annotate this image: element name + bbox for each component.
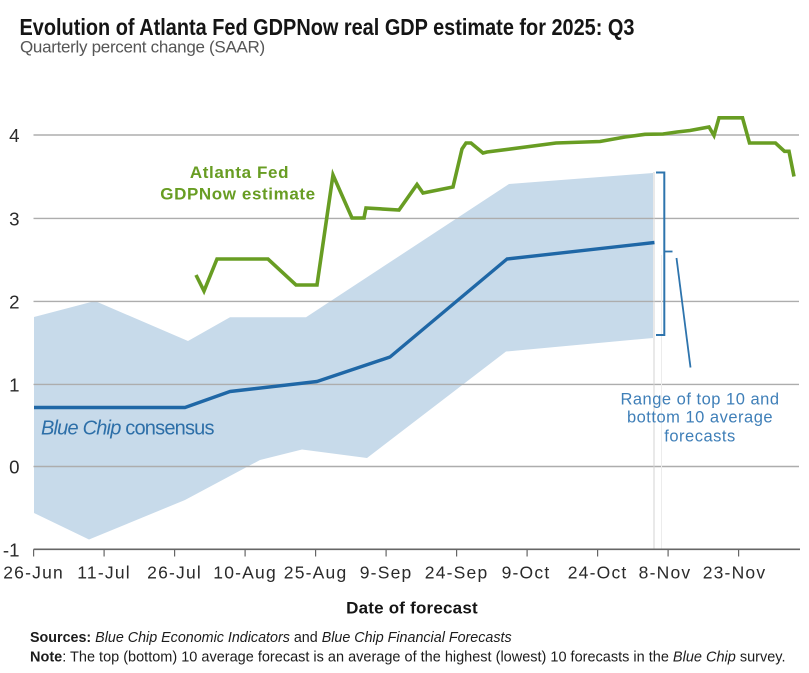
svg-text:2: 2 — [9, 291, 19, 312]
svg-text:24-Oct: 24-Oct — [568, 563, 628, 583]
svg-text:Sources: Blue Chip Economic In: Sources: Blue Chip Economic Indicators a… — [30, 630, 512, 646]
svg-text:forecasts: forecasts — [664, 428, 735, 446]
svg-text:24-Sep: 24-Sep — [425, 563, 489, 583]
svg-text:23-Nov: 23-Nov — [703, 563, 767, 583]
svg-text:1: 1 — [9, 374, 19, 395]
svg-text:26-Jun: 26-Jun — [3, 563, 64, 583]
svg-text:Range of top 10 and: Range of top 10 and — [620, 391, 779, 409]
svg-text:GDPNow estimate: GDPNow estimate — [160, 185, 315, 204]
svg-text:Note: The top (bottom) 10 aver: Note: The top (bottom) 10 average foreca… — [30, 650, 786, 666]
svg-text:0: 0 — [9, 457, 19, 478]
svg-text:bottom 10 average: bottom 10 average — [627, 409, 773, 427]
svg-text:Atlanta Fed: Atlanta Fed — [190, 163, 289, 182]
svg-text:Quarterly percent change (SAAR: Quarterly percent change (SAAR) — [20, 38, 265, 57]
svg-text:9-Sep: 9-Sep — [360, 563, 413, 583]
svg-text:Blue Chip consensus: Blue Chip consensus — [41, 418, 215, 440]
svg-text:Date of forecast: Date of forecast — [346, 599, 478, 618]
svg-text:9-Oct: 9-Oct — [502, 563, 551, 583]
svg-text:3: 3 — [9, 208, 19, 229]
svg-text:11-Jul: 11-Jul — [77, 563, 131, 583]
svg-text:25-Aug: 25-Aug — [284, 563, 348, 583]
svg-text:4: 4 — [9, 125, 19, 146]
svg-text:-1: -1 — [3, 539, 20, 560]
svg-text:26-Jul: 26-Jul — [147, 563, 202, 583]
svg-text:10-Aug: 10-Aug — [213, 563, 277, 583]
svg-text:8-Nov: 8-Nov — [639, 563, 692, 583]
svg-text:Evolution of Atlanta Fed GDPNo: Evolution of Atlanta Fed GDPNow real GDP… — [20, 15, 635, 41]
